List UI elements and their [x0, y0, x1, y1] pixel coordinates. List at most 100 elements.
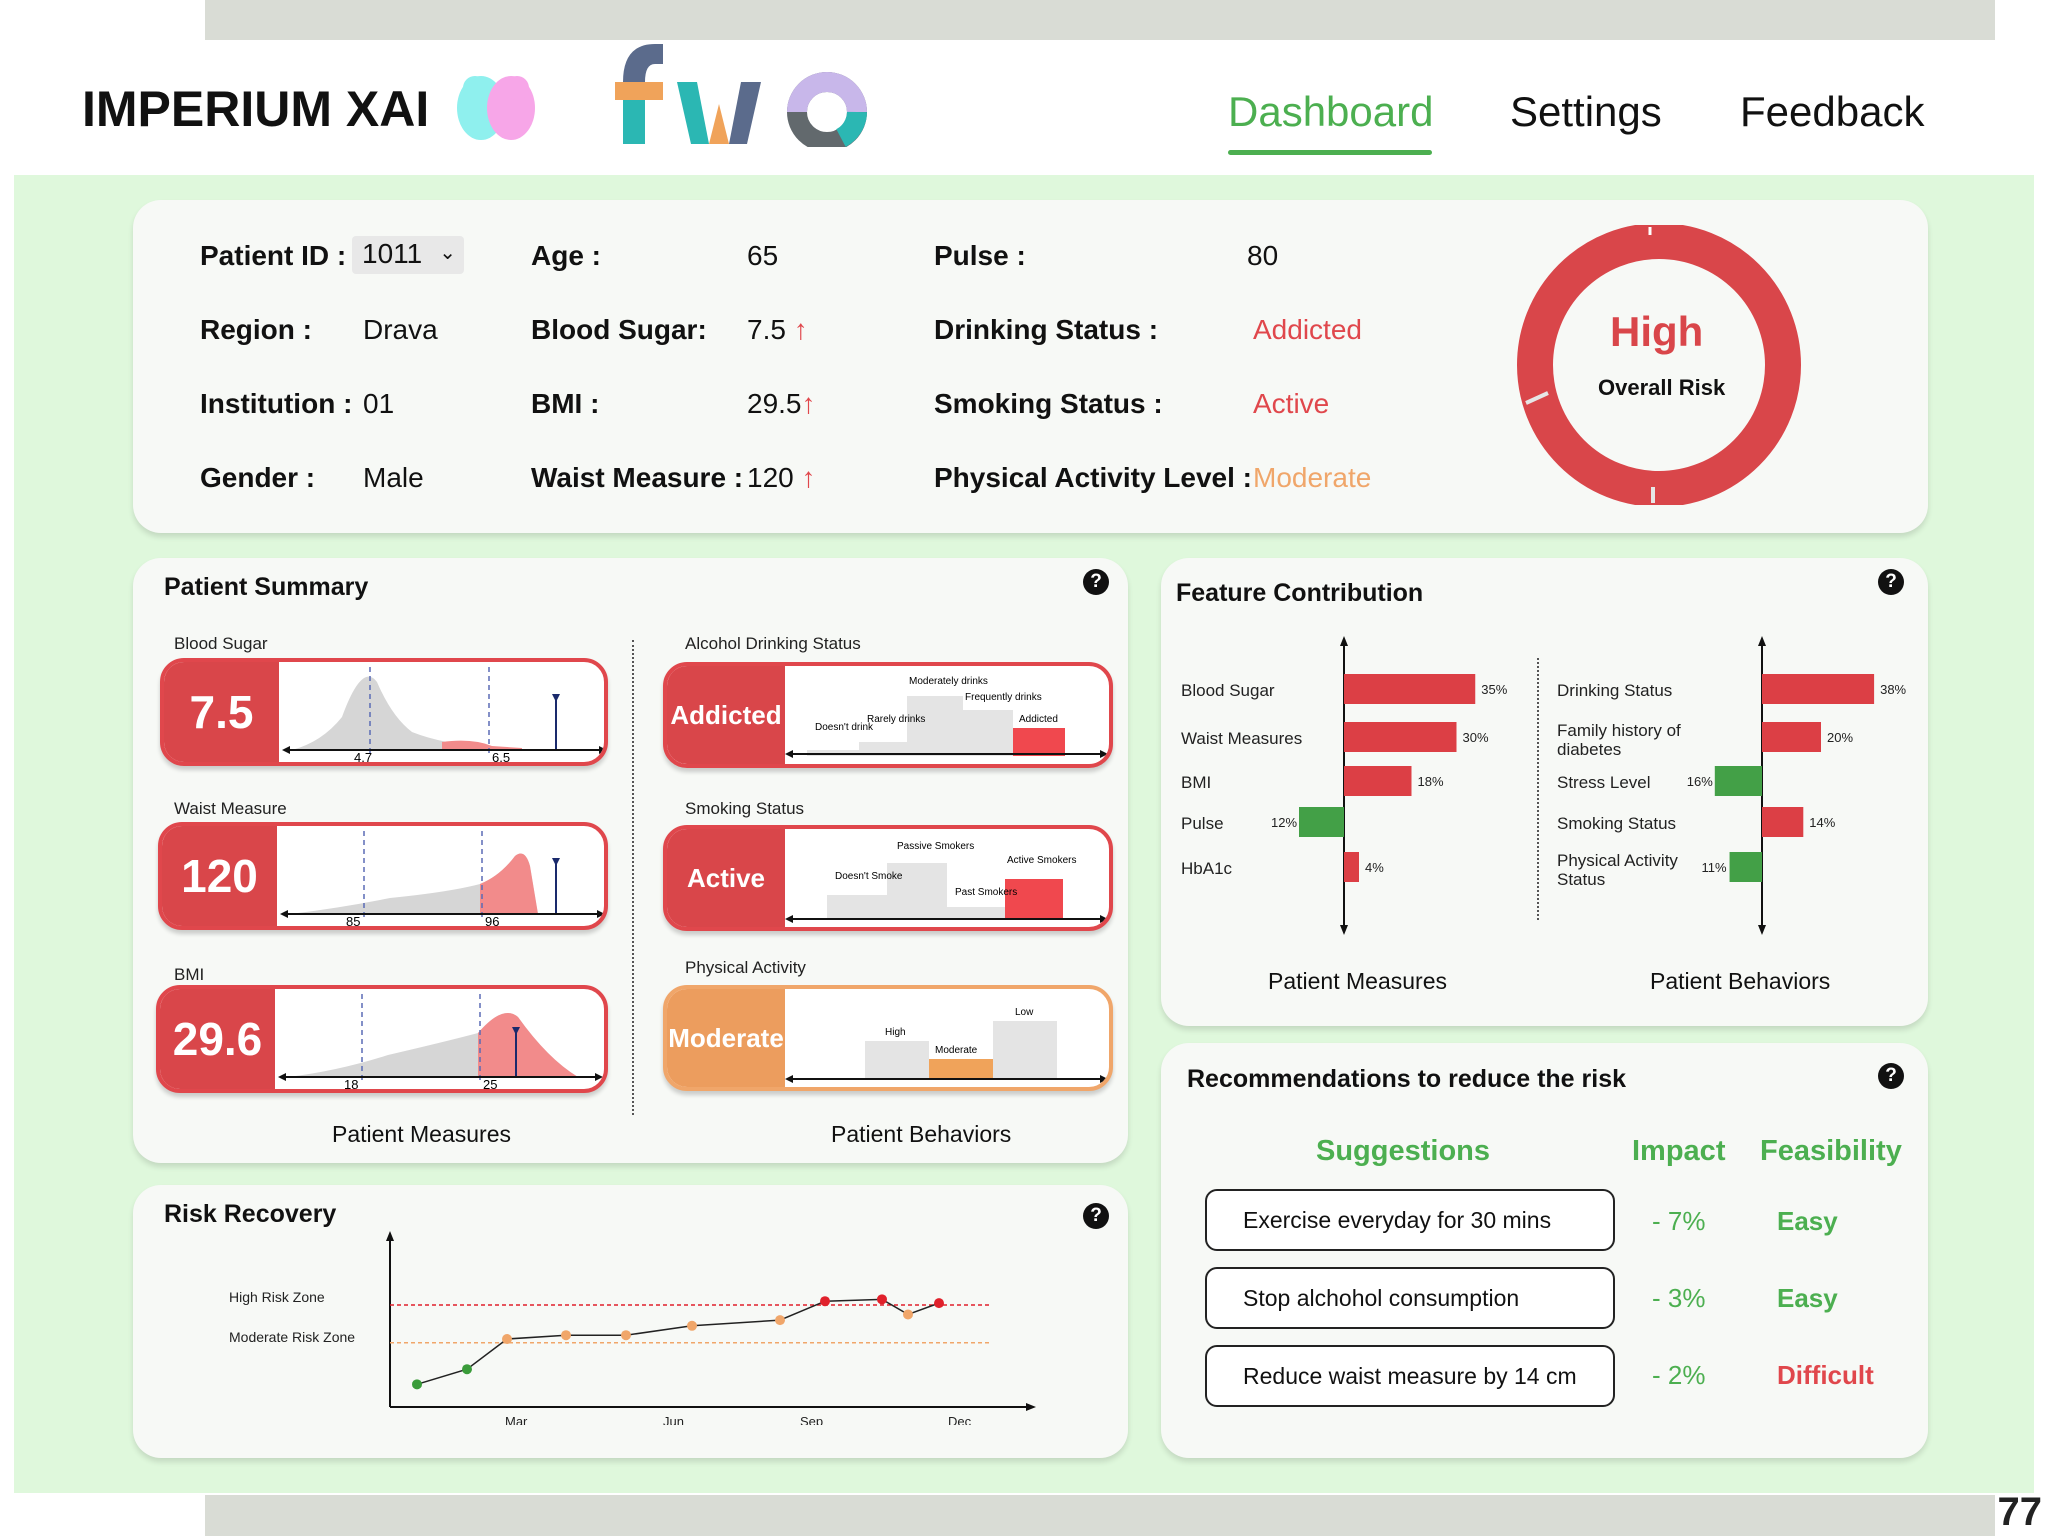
rr-point: [775, 1315, 785, 1326]
suggestion-item[interactable]: Exercise everyday for 30 mins: [1205, 1189, 1615, 1251]
fc-bar-value: 30%: [1463, 730, 1489, 745]
alcohol-distribution: Doesn't drink Rarely drinks Moderately d…: [785, 676, 1108, 758]
fc-bar: [1299, 807, 1344, 837]
help-icon[interactable]: ?: [1083, 569, 1109, 595]
feature-contribution-chart: 35% Blood Sugar 30% Waist Measures 18% BMI 12%…: [1181, 636, 1907, 935]
fc-foot-behaviors: Patient Behaviors: [1650, 968, 1831, 994]
bmi-tick-2: 25: [483, 1077, 497, 1089]
gender-value: Male: [363, 462, 424, 493]
fc-bar: [1344, 852, 1359, 882]
fc-category-label: Pulse: [1181, 814, 1224, 833]
moderate-risk-zone-label: Moderate Risk Zone: [229, 1329, 356, 1345]
fc-bar-value: 14%: [1809, 815, 1835, 830]
fc-category-label: Family history of: [1557, 721, 1681, 740]
nav-dashboard[interactable]: Dashboard: [1228, 88, 1434, 135]
activity-pill: Moderate High Moderate Low: [663, 985, 1113, 1091]
help-icon[interactable]: ?: [1878, 1063, 1904, 1089]
fc-bar: [1762, 807, 1804, 837]
arrow-up-icon: ↑: [801, 462, 816, 493]
bmi-pill: 29.6 18 25: [156, 985, 608, 1093]
age-label: Age :: [531, 240, 601, 271]
fwo-logo-icon: [615, 44, 867, 147]
help-icon[interactable]: ?: [1083, 1203, 1109, 1229]
bmi-label: BMI :: [531, 388, 600, 419]
activity-cat-1: Moderate: [935, 1045, 978, 1056]
pulse-value: 80: [1247, 240, 1279, 271]
chevron-down-icon: ⌄: [439, 242, 456, 264]
page-number: 77: [1997, 1490, 2043, 1534]
blood-sugar-pill-value: 7.5: [164, 662, 279, 762]
nav-feedback[interactable]: Feedback: [1740, 88, 1925, 135]
risk-level: High: [1610, 308, 1704, 355]
rr-x-tick: Dec: [948, 1414, 972, 1425]
institution-label: Institution :: [200, 388, 353, 419]
drinking-label: Drinking Status :: [934, 314, 1159, 345]
patient-id-label: Patient ID :: [200, 240, 347, 271]
activity-cat-0: High: [885, 1027, 906, 1038]
bmi-pill-value: 29.6: [160, 989, 275, 1089]
top-band: [205, 0, 1995, 40]
arrow-up-icon: ↑: [801, 388, 816, 419]
fc-category-label: Physical Activity: [1557, 851, 1678, 870]
fc-bar-value: 11%: [1702, 860, 1727, 875]
fc-axis-arrow-top: [1340, 636, 1348, 646]
rr-x-tick: Jun: [663, 1414, 684, 1425]
overall-risk-gauge: [1517, 225, 1801, 505]
smoking-pill: Active Doesn't Smoke Passive Smokers Pas…: [663, 825, 1113, 931]
rr-point: [877, 1294, 887, 1305]
smoking-pill-value: Active: [667, 829, 785, 927]
fc-bar-value: 18%: [1418, 774, 1444, 789]
activity-distribution: High Moderate Low: [785, 1007, 1108, 1083]
rr-point: [412, 1379, 422, 1390]
activity-summary-label: Physical Activity: [685, 958, 806, 977]
rr-y-arrow: [386, 1231, 394, 1241]
institution-value: 01: [363, 388, 395, 419]
suggestion-item[interactable]: Stop alchohol consumption: [1205, 1267, 1615, 1329]
smoking-label: Smoking Status :: [934, 388, 1163, 419]
waist-value: 120 ↑: [747, 462, 816, 494]
feature-contribution-card: [1161, 558, 1928, 1026]
fc-category-label: Stress Level: [1557, 773, 1651, 792]
brain-icon: [457, 76, 535, 140]
patient-id-select[interactable]: 1011 ⌄: [352, 236, 464, 274]
nav-active-indicator: [1228, 150, 1432, 155]
alcohol-cat-0: Doesn't drink: [815, 722, 874, 733]
fc-bar: [1762, 722, 1821, 752]
drinking-value: Addicted: [1253, 314, 1362, 345]
fc-category-label: HbA1c: [1181, 859, 1233, 878]
fc-category-label: Smoking Status: [1557, 814, 1676, 833]
recommendations-title: Recommendations to reduce the risk: [1187, 1065, 1627, 1093]
bmi-distribution: 18 25: [278, 994, 603, 1089]
fc-bar: [1344, 722, 1457, 752]
rr-point: [621, 1330, 631, 1341]
blood-sugar-number: 7.5: [747, 314, 786, 345]
nav-settings[interactable]: Settings: [1510, 88, 1662, 135]
fc-bar: [1714, 766, 1762, 796]
blood-sugar-label: Blood Sugar:: [531, 314, 707, 345]
fc-bar-value: 35%: [1481, 682, 1507, 697]
blood-sugar-tick-2: 6.5: [492, 750, 510, 762]
rr-point: [934, 1298, 944, 1309]
blood-sugar-summary-label: Blood Sugar: [174, 634, 268, 653]
rr-line: [416, 1298, 940, 1386]
blood-sugar-distribution: 4.7 6.5: [282, 667, 604, 762]
risk-caption: Overall Risk: [1598, 375, 1726, 400]
alcohol-summary-label: Alcohol Drinking Status: [685, 634, 861, 653]
summary-foot-behaviors: Patient Behaviors: [831, 1121, 1012, 1147]
gender-label: Gender :: [200, 462, 316, 493]
bmi-tick-1: 18: [344, 1077, 358, 1089]
rr-point: [561, 1330, 571, 1341]
suggestion-item[interactable]: Reduce waist measure by 14 cm: [1205, 1345, 1615, 1407]
risk-recovery-card: [133, 1185, 1128, 1458]
fc-bar-value: 16%: [1687, 774, 1713, 789]
arrow-up-icon: ↑: [793, 314, 808, 345]
bottom-band: [205, 1495, 1995, 1536]
fc-divider: [1537, 658, 1539, 920]
rr-x-tick: Mar: [505, 1414, 528, 1425]
fc-axis-arrow-top: [1758, 636, 1766, 646]
rr-x-arrow: [1026, 1403, 1036, 1411]
age-value: 65: [747, 240, 779, 271]
rr-point: [687, 1320, 697, 1331]
help-icon[interactable]: ?: [1878, 569, 1904, 595]
smoking-cat-3: Active Smokers: [1007, 855, 1076, 866]
